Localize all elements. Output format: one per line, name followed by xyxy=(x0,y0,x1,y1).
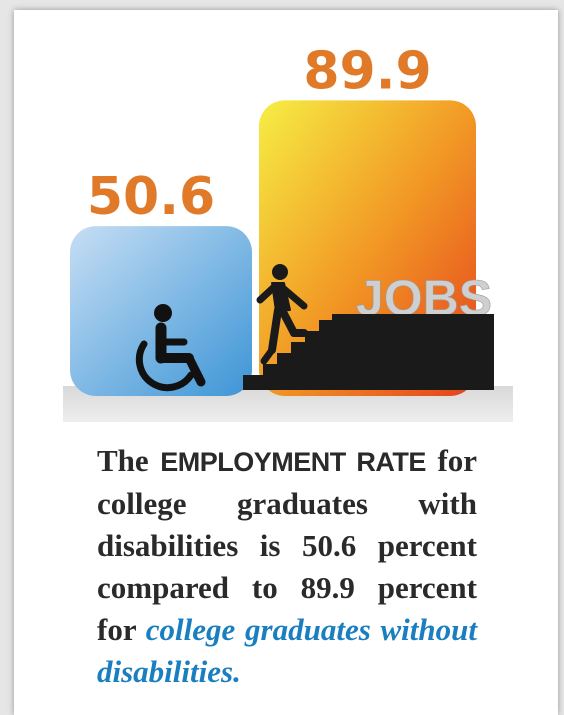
value-label-2: 89.9 xyxy=(303,41,431,101)
description-part1: The xyxy=(97,443,149,478)
infographic-card: 50.6 89.9 JOBS The EMPLOYMENT RATE xyxy=(14,10,558,715)
description-text: The EMPLOYMENT RATE for college graduate… xyxy=(97,440,477,693)
value-label-1: 50.6 xyxy=(87,167,215,227)
description-highlight: college graduates without disabilities. xyxy=(97,612,478,689)
description-emphasis: EMPLOYMENT RATE xyxy=(160,447,426,477)
employment-chart: 50.689.9 JOBS xyxy=(63,41,513,422)
stair-climber-icon xyxy=(256,264,308,365)
description-part2: for college graduates with disabilities … xyxy=(97,443,478,647)
wheelchair-icon xyxy=(135,304,206,392)
